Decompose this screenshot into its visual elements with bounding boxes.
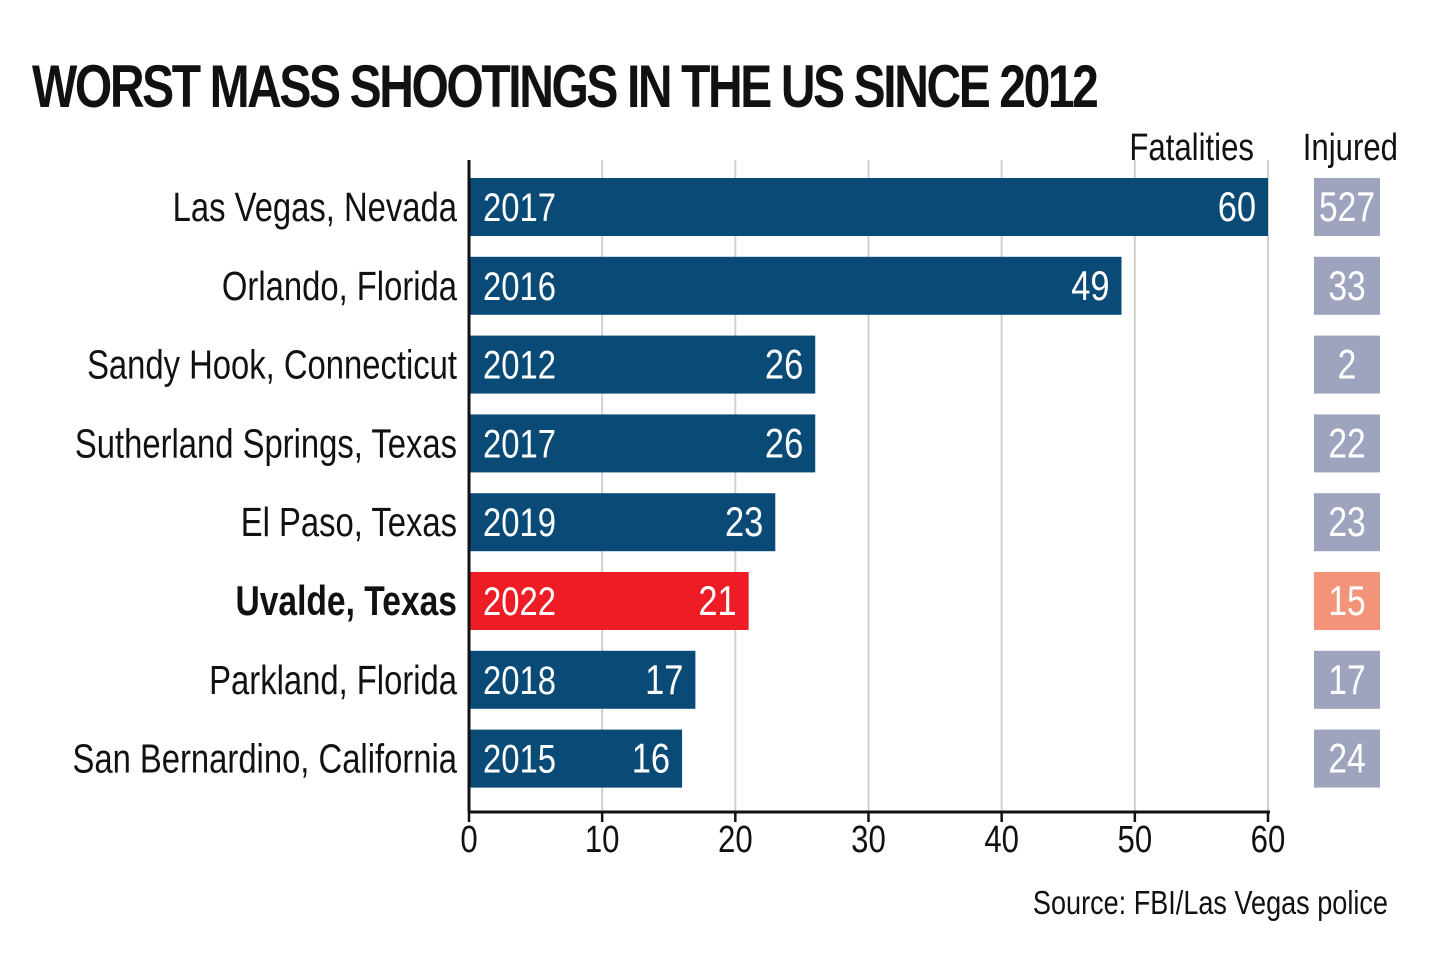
row-label: San Bernardino, California: [72, 735, 457, 781]
x-tick-label: 60: [1251, 819, 1286, 861]
injured-box: [1314, 414, 1380, 473]
x-tick-label: 40: [984, 819, 1019, 861]
injured-box: [1314, 650, 1380, 709]
x-axis: 0 10 20 30 40 50 60: [460, 160, 1285, 861]
bar-year-label: 2018: [483, 658, 556, 703]
bar-value-label: 17: [645, 657, 683, 704]
bar-value-label: 60: [1218, 184, 1256, 231]
bar: [469, 729, 683, 788]
row-label: Las Vegas, Nevada: [173, 183, 458, 229]
bar-year-label: 2022: [483, 579, 556, 624]
chart-title: WORST MASS SHOOTINGS IN THE US SINCE 201…: [32, 53, 1099, 120]
injured-value-label: 24: [1328, 736, 1365, 782]
row-label: Sandy Hook, Connecticut: [87, 341, 458, 387]
bar-value-label: 23: [725, 499, 763, 546]
bar: [469, 414, 816, 473]
injured-value-label: 2: [1338, 342, 1357, 388]
bar: [469, 572, 749, 630]
source-note: Source: FBI/Las Vegas police: [1033, 884, 1388, 921]
injured-box: [1314, 729, 1380, 788]
row-label: El Paso, Texas: [241, 499, 457, 545]
bar: [469, 493, 776, 552]
injured-value-label: 23: [1328, 500, 1365, 546]
bar-value-label: 21: [698, 578, 736, 625]
injured-value-label: 33: [1328, 263, 1365, 309]
bars: 2017 60 2016 49 2012 26 2017 26 2019 23 2022 21 2018…: [469, 178, 1268, 788]
bar-year-label: 2015: [483, 737, 556, 782]
injured-header: Injured: [1303, 127, 1398, 169]
injured-box: [1314, 256, 1380, 315]
injured-box: [1314, 493, 1380, 552]
bar-year-label: 2012: [483, 343, 556, 388]
bar-year-label: 2016: [483, 264, 556, 309]
bar: [469, 178, 1268, 236]
injured-value-label: 17: [1328, 657, 1365, 703]
x-tick-label: 30: [851, 819, 886, 861]
x-tick-label: 0: [460, 819, 477, 861]
x-tick-label: 10: [585, 819, 620, 861]
bar: [469, 256, 1122, 315]
row-label: Parkland, Florida: [209, 656, 457, 702]
bar-year-label: 2019: [483, 500, 556, 545]
bar-year-label: 2017: [483, 185, 556, 230]
row-label: Orlando, Florida: [222, 262, 457, 308]
injured-box: [1314, 335, 1380, 394]
bar-year-label: 2017: [483, 421, 556, 466]
row-label: Sutherland Springs, Texas: [75, 420, 457, 466]
injured-value-label: 527: [1319, 185, 1375, 231]
injured-value-label: 15: [1328, 579, 1365, 625]
row-label: Uvalde, Texas: [235, 579, 457, 625]
bar-value-label: 26: [765, 420, 803, 467]
fatalities-header: Fatalities: [1129, 127, 1254, 169]
bar-value-label: 49: [1071, 263, 1109, 310]
row-labels: Las Vegas, Nevada Orlando, Florida Sandy H…: [72, 183, 457, 781]
bar-value-label: 26: [765, 341, 803, 388]
injured-box: [1314, 572, 1380, 630]
x-tick-label: 20: [718, 819, 753, 861]
bar-value-label: 16: [632, 735, 670, 782]
bar: [469, 335, 816, 394]
injured-value-label: 22: [1328, 421, 1365, 467]
x-tick-label: 50: [1118, 819, 1153, 861]
injured-box: [1314, 178, 1380, 236]
bar: [469, 650, 696, 709]
